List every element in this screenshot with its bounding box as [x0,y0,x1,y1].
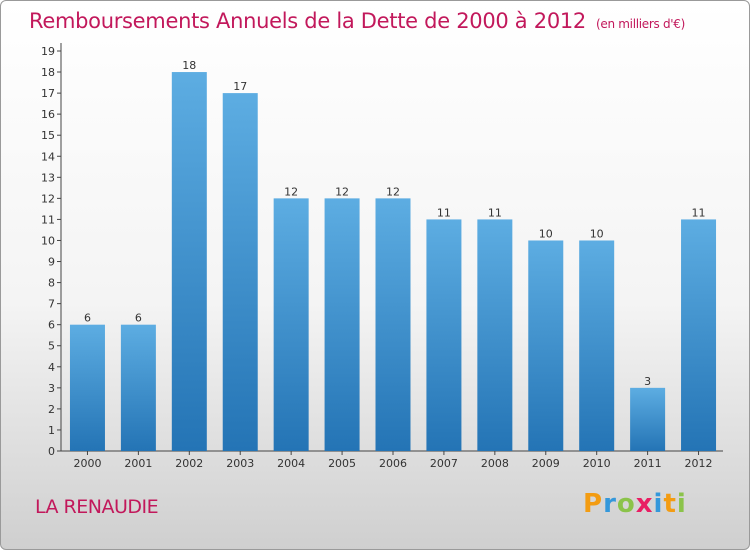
y-tick-label: 4 [48,361,55,374]
y-tick-label: 14 [41,150,55,163]
y-tick-label: 2 [48,403,55,416]
y-tick-label: 13 [41,171,55,184]
bar-value-label: 12 [386,185,400,198]
x-tick-label: 2001 [124,457,152,470]
brand-letter: o [616,489,636,519]
brand-letter: P [583,489,604,519]
bar [324,198,360,451]
bar [630,387,666,451]
brand-letter: i [676,489,687,519]
bar [477,219,513,451]
bar-value-label: 10 [590,227,604,240]
bar-value-label: 6 [84,312,91,325]
y-tick-label: 18 [41,66,55,79]
bar [273,198,309,451]
y-tick-label: 5 [48,340,55,353]
bar-value-label: 18 [182,59,196,72]
bar [681,219,717,451]
bar [120,324,156,451]
bar [222,93,258,452]
bar-value-label: 6 [135,312,142,325]
bar-value-label: 12 [284,185,298,198]
bar [375,198,411,451]
y-tick-label: 6 [48,319,55,332]
bar-value-label: 12 [335,185,349,198]
chart-title: Remboursements Annuels de la Dette de 20… [29,9,685,33]
y-tick-label: 16 [41,108,55,121]
bar-value-label: 17 [233,80,247,93]
bar-value-label: 11 [692,206,706,219]
x-tick-label: 2008 [481,457,509,470]
x-tick-label: 2007 [430,457,458,470]
y-tick-label: 17 [41,87,55,100]
x-tick-label: 2006 [379,457,407,470]
x-tick-label: 2002 [175,457,203,470]
y-tick-label: 8 [48,277,55,290]
brand-letter: r [603,489,617,519]
y-tick-label: 9 [48,256,55,269]
bar [69,324,105,451]
y-tick-label: 1 [48,424,55,437]
y-tick-label: 3 [48,382,55,395]
x-tick-label: 2003 [226,457,254,470]
y-tick-label: 15 [41,129,55,142]
bar-value-label: 10 [539,227,553,240]
x-tick-label: 2010 [583,457,611,470]
bar-value-label: 11 [488,206,502,219]
brand-letter: i [653,489,664,519]
x-tick-label: 2004 [277,457,305,470]
y-tick-label: 10 [41,234,55,247]
x-tick-label: 2012 [685,457,713,470]
bar [426,219,462,451]
brand-letter: t [663,489,677,519]
y-tick-label: 11 [41,213,55,226]
brand-letter: x [635,489,654,519]
bar-value-label: 11 [437,206,451,219]
x-tick-label: 2005 [328,457,356,470]
bar [528,240,564,451]
commune-name: LA RENAUDIE [35,496,159,518]
bar [579,240,615,451]
chart-title-text: Remboursements Annuels de la Dette de 20… [29,9,586,33]
y-tick-label: 0 [48,445,55,458]
y-tick-label: 7 [48,298,55,311]
bar [171,72,207,451]
y-tick-label: 12 [41,192,55,205]
y-tick-label: 19 [41,45,55,58]
chart-subtitle: (en milliers d'€) [596,17,686,31]
bar-value-label: 3 [644,375,651,388]
proxiti-logo: Proxiti [583,489,687,519]
x-tick-label: 2000 [73,457,101,470]
x-tick-label: 2009 [532,457,560,470]
x-tick-label: 2011 [634,457,662,470]
